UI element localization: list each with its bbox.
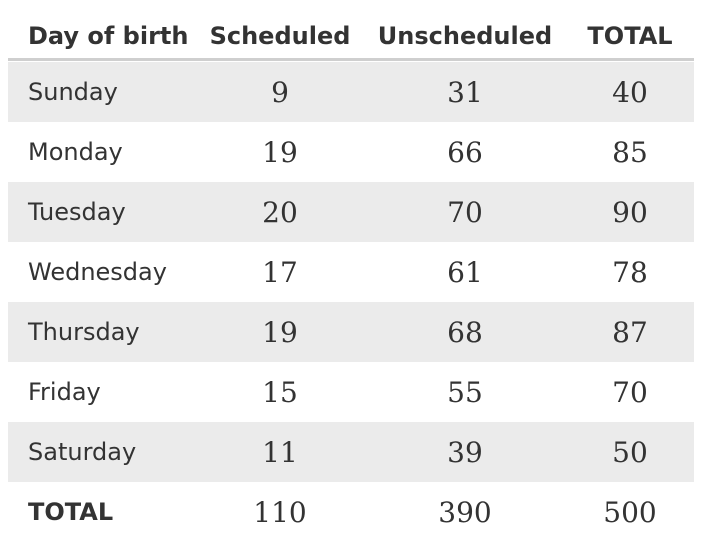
table-cell: 390 xyxy=(438,495,492,529)
table-row: Wednesday 17 61 78 xyxy=(8,242,694,302)
table-cell: 15 xyxy=(262,375,298,409)
table-row: Friday 15 55 70 xyxy=(8,362,694,422)
header-cell: Scheduled xyxy=(209,22,351,50)
table-cell: 87 xyxy=(612,315,648,349)
table-row: Saturday 11 39 50 xyxy=(8,422,694,482)
table-cell: 500 xyxy=(603,495,657,529)
row-label: Thursday xyxy=(28,318,140,346)
table-cell: 17 xyxy=(262,255,298,289)
total-row: TOTAL 110 390 500 xyxy=(8,482,694,542)
table-row: Thursday 19 68 87 xyxy=(8,302,694,362)
table-cell: 19 xyxy=(262,135,298,169)
table-row: Tuesday 20 70 90 xyxy=(8,182,694,242)
row-label: Sunday xyxy=(28,78,118,106)
table-cell: 70 xyxy=(612,375,648,409)
table-cell: 68 xyxy=(447,315,483,349)
table-cell: 11 xyxy=(262,435,298,469)
table-cell: 19 xyxy=(262,315,298,349)
table-cell: 55 xyxy=(447,375,483,409)
table-cell: 90 xyxy=(612,195,648,229)
table-cell: 85 xyxy=(612,135,648,169)
table-row: Sunday 9 31 40 xyxy=(8,62,694,122)
table-cell: 61 xyxy=(447,255,483,289)
row-label: TOTAL xyxy=(28,498,114,526)
row-label: Saturday xyxy=(28,438,137,466)
table-cell: 70 xyxy=(447,195,483,229)
header-cell: Day of birth xyxy=(28,22,189,50)
table-cell: 31 xyxy=(447,75,483,109)
table-cell: 66 xyxy=(447,135,483,169)
row-label: Monday xyxy=(28,138,123,166)
header-cell: Unscheduled xyxy=(377,22,553,50)
table-cell: 9 xyxy=(271,75,289,109)
table-cell: 20 xyxy=(262,195,298,229)
row-label: Wednesday xyxy=(28,258,167,286)
table-cell: 39 xyxy=(447,435,483,469)
table-cell: 110 xyxy=(253,495,307,529)
table-row: Monday 19 66 85 xyxy=(8,122,694,182)
table-cell: 40 xyxy=(612,75,648,109)
header-cell: TOTAL xyxy=(587,22,673,50)
row-label: Tuesday xyxy=(28,198,126,226)
header-row: Day of birth Scheduled Unscheduled TOTAL xyxy=(8,0,694,61)
table-cell: 50 xyxy=(612,435,648,469)
row-label: Friday xyxy=(28,378,101,406)
table-cell: 78 xyxy=(612,255,648,289)
